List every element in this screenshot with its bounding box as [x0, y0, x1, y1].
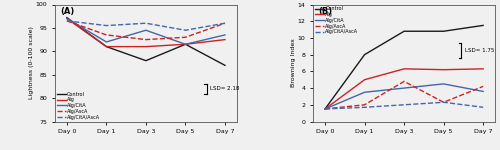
Legend: Control, Alg, Alg/CitA, Alg/AscA, Alg/CitA/AscA: Control, Alg, Alg/CitA, Alg/AscA, Alg/Ci… — [56, 91, 101, 120]
Legend: Control, Alg, Alg/CitA, Alg/AscA, Alg/CitA/AscA: Control, Alg, Alg/CitA, Alg/AscA, Alg/Ci… — [314, 6, 359, 35]
Text: LSD= 2.18: LSD= 2.18 — [210, 86, 240, 91]
Y-axis label: Browning Index: Browning Index — [292, 39, 296, 87]
Y-axis label: Lightness (0-100 scale): Lightness (0-100 scale) — [30, 27, 35, 99]
Text: (B): (B) — [318, 7, 333, 16]
Text: LSD= 1.75: LSD= 1.75 — [464, 48, 494, 53]
Text: (A): (A) — [60, 7, 74, 16]
